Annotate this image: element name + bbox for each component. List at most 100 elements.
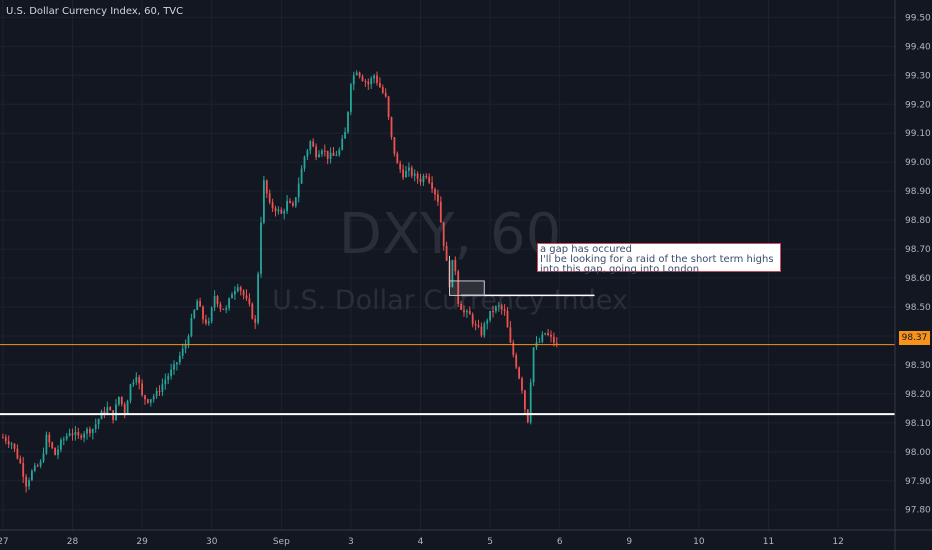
candle-body xyxy=(62,439,65,441)
candle-body xyxy=(294,197,297,206)
candle-body xyxy=(495,306,497,312)
candle-body xyxy=(138,377,141,384)
price-tick-label: 98.70 xyxy=(905,245,931,255)
candle-body xyxy=(457,271,460,304)
candle-body xyxy=(477,325,480,327)
candle-body xyxy=(213,296,216,308)
candle-body xyxy=(428,176,431,183)
candle-body xyxy=(164,379,167,385)
time-tick-label: 3 xyxy=(348,537,354,547)
grid xyxy=(0,0,895,530)
candle-body xyxy=(86,428,88,434)
candle-body xyxy=(19,458,22,463)
price-tick-label: 98.50 xyxy=(905,303,931,313)
candle-body xyxy=(48,434,51,443)
candle-body xyxy=(236,287,239,291)
candle-body xyxy=(176,362,178,365)
candle-body xyxy=(344,131,346,139)
candle-body xyxy=(94,424,97,430)
candle-body xyxy=(506,310,509,328)
candle-body xyxy=(480,326,483,336)
candle-body xyxy=(60,439,62,450)
price-axis[interactable]: 99.50 99.40 99.30 99.20 99.10 99.00 98.90 98.80… xyxy=(905,13,931,515)
candle-body xyxy=(274,208,277,212)
candle-body xyxy=(239,287,242,291)
price-tick-label: 98.80 xyxy=(905,216,931,226)
candle-body xyxy=(341,138,344,150)
candle-body xyxy=(538,341,541,343)
candle-body xyxy=(268,193,271,203)
candle-body xyxy=(529,382,532,423)
candle-body xyxy=(100,411,103,420)
candle-body xyxy=(355,72,358,76)
candle-body xyxy=(541,334,544,342)
candle-body xyxy=(103,411,106,414)
candle-body xyxy=(387,96,390,118)
candle-body xyxy=(25,476,27,487)
candle-body xyxy=(167,376,170,380)
candle-body xyxy=(51,442,54,448)
candle-body xyxy=(321,150,323,155)
candle-body xyxy=(39,461,42,466)
candle-body xyxy=(347,111,349,132)
candle-body xyxy=(187,336,190,346)
candle-body xyxy=(555,342,558,344)
candle-body xyxy=(323,150,326,152)
candle-body xyxy=(80,435,83,438)
candle-body xyxy=(129,384,132,401)
candle-body xyxy=(445,245,448,261)
candle-body xyxy=(152,396,155,400)
watermark-name: U.S. Dollar Currency Index xyxy=(272,285,628,316)
candle-body xyxy=(367,81,370,85)
candle-body xyxy=(106,407,109,414)
candle-body xyxy=(245,295,248,299)
candle-body xyxy=(550,334,552,337)
time-axis[interactable]: 27 28 29 30 Sep 3 4 5 6 9 10 11 12 xyxy=(0,537,844,547)
candle-body xyxy=(309,141,312,151)
candle-body xyxy=(45,434,48,454)
annotation-box[interactable]: a gap has occured I'll be looking for a … xyxy=(537,243,781,275)
annotation-line: into this gap, going into London xyxy=(540,264,700,275)
candle-body xyxy=(112,410,114,421)
candle-body xyxy=(231,294,233,299)
candle-body xyxy=(315,146,317,158)
candle-body xyxy=(474,324,477,326)
price-tick-label: 98.90 xyxy=(905,187,931,197)
time-tick-label: 11 xyxy=(763,537,774,547)
candle-body xyxy=(512,342,515,356)
time-tick-label: 4 xyxy=(418,537,424,547)
candle-body xyxy=(280,209,283,214)
candle-body xyxy=(178,355,181,363)
candle-body xyxy=(65,435,68,440)
candle-body xyxy=(384,92,387,97)
candle-body xyxy=(286,200,288,212)
price-tick-label: 97.90 xyxy=(905,477,931,487)
candle-body xyxy=(126,400,129,414)
candle-body xyxy=(454,259,457,272)
candle-body xyxy=(497,305,500,307)
candle-body xyxy=(228,298,230,309)
candle-body xyxy=(57,449,59,456)
candle-body xyxy=(500,305,503,310)
drawings[interactable] xyxy=(0,255,895,416)
candle-body xyxy=(190,317,193,337)
candle-body xyxy=(544,333,547,335)
candle-body xyxy=(547,333,549,335)
price-tick-label: 99.10 xyxy=(905,129,931,139)
candle-body xyxy=(210,307,213,322)
time-tick-label: 27 xyxy=(0,537,9,547)
candle-body xyxy=(553,336,555,343)
candle-body xyxy=(370,78,373,85)
candle-body xyxy=(161,384,164,392)
candle-body xyxy=(132,382,135,385)
annotation-line: I'll be looking for a raid of the short … xyxy=(540,254,774,265)
candle-body xyxy=(437,194,439,202)
candle-body xyxy=(460,303,462,310)
candle-body xyxy=(466,310,468,313)
candle-body xyxy=(521,378,523,391)
time-tick-label: 6 xyxy=(557,537,563,547)
candle-body xyxy=(202,306,204,320)
candle-body xyxy=(283,211,286,214)
candle-body xyxy=(329,152,332,159)
